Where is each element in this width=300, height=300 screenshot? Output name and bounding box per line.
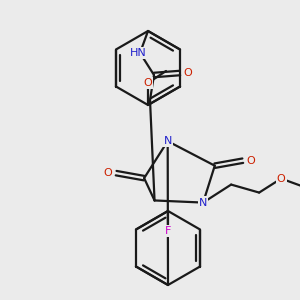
Text: O: O [184,68,192,78]
Text: F: F [165,226,171,236]
Text: N: N [199,198,207,208]
Text: O: O [277,174,286,184]
Text: HN: HN [130,48,146,58]
Text: O: O [144,78,152,88]
Text: O: O [246,156,255,166]
Text: N: N [164,136,172,146]
Text: O: O [104,168,112,178]
